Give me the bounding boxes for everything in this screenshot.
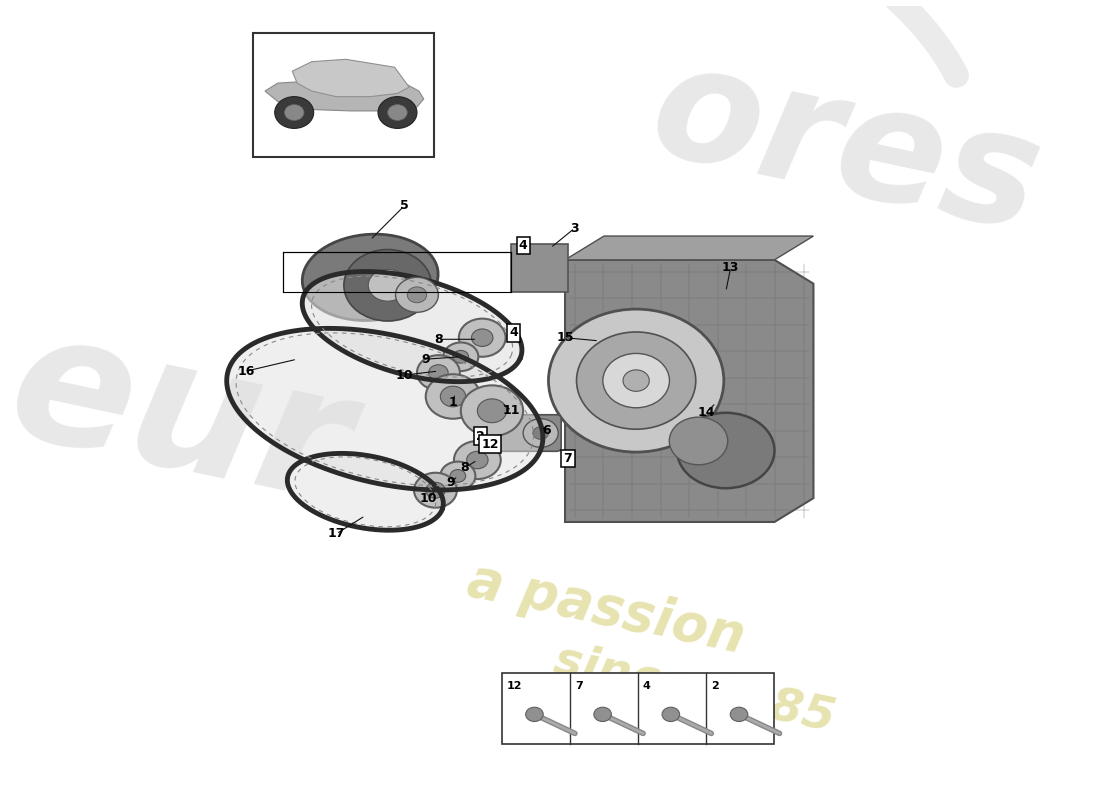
Circle shape [368,270,407,301]
FancyBboxPatch shape [497,414,561,451]
Text: 5: 5 [400,199,409,212]
Text: since 1985: since 1985 [550,637,839,741]
Text: 12: 12 [482,438,498,450]
Circle shape [662,707,680,722]
Text: 2: 2 [712,681,719,691]
Text: 4: 4 [644,681,651,691]
Text: 8: 8 [461,462,469,474]
Circle shape [549,309,724,452]
Circle shape [524,418,558,447]
Circle shape [526,707,543,722]
Circle shape [477,399,507,422]
Text: ores: ores [638,32,1054,266]
Circle shape [396,278,439,312]
Circle shape [669,417,728,465]
Text: 8: 8 [434,333,442,346]
Text: 7: 7 [575,681,583,691]
Circle shape [378,97,417,129]
Circle shape [454,441,500,479]
Polygon shape [227,328,543,490]
Text: 7: 7 [563,452,572,465]
Text: 14: 14 [697,406,715,419]
Text: 9: 9 [447,476,455,489]
Circle shape [429,365,448,381]
Circle shape [426,374,481,418]
Text: 9: 9 [421,353,430,366]
Circle shape [603,354,670,408]
Text: 12: 12 [507,681,522,691]
Circle shape [576,332,696,430]
Polygon shape [293,59,409,97]
Text: 11: 11 [503,404,520,418]
Text: 6: 6 [542,424,551,437]
Circle shape [344,250,431,321]
Text: 10: 10 [420,492,438,505]
Text: eur: eur [0,298,364,540]
Polygon shape [565,260,814,522]
Circle shape [414,473,456,508]
Circle shape [417,355,460,390]
Circle shape [275,97,314,129]
Circle shape [472,329,493,346]
Text: 16: 16 [238,365,255,378]
Circle shape [440,386,465,407]
Circle shape [459,318,506,357]
Circle shape [461,386,524,436]
Polygon shape [512,244,568,292]
Polygon shape [565,236,814,260]
Circle shape [426,482,446,498]
Circle shape [407,287,427,302]
Text: 4: 4 [509,326,518,339]
Text: 1: 1 [449,396,458,410]
Circle shape [623,370,649,391]
Circle shape [443,342,478,371]
Circle shape [285,105,304,121]
Text: 15: 15 [557,331,574,344]
Text: 2: 2 [476,430,485,442]
Circle shape [453,350,469,363]
Text: a passion: a passion [463,554,749,664]
Circle shape [594,707,612,722]
Polygon shape [302,271,521,382]
Text: 13: 13 [722,262,739,274]
Circle shape [440,462,475,490]
Circle shape [532,426,549,439]
Circle shape [730,707,748,722]
Circle shape [450,470,465,482]
Circle shape [387,105,407,121]
Polygon shape [265,79,424,111]
Ellipse shape [302,234,438,321]
Circle shape [466,451,488,469]
Polygon shape [287,454,443,530]
Text: 10: 10 [396,369,412,382]
Text: 3: 3 [571,222,579,234]
Bar [502,673,774,744]
Bar [253,34,433,157]
Ellipse shape [678,413,774,488]
Text: 17: 17 [328,527,344,541]
Text: 4: 4 [519,239,528,252]
